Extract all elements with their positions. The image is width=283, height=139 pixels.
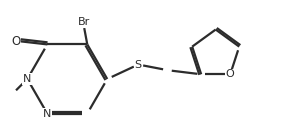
Text: O: O [226,69,235,79]
Text: Br: Br [78,17,90,27]
Text: N: N [43,109,52,119]
Text: S: S [135,59,142,70]
Text: O: O [11,35,21,48]
Text: N: N [23,74,31,84]
